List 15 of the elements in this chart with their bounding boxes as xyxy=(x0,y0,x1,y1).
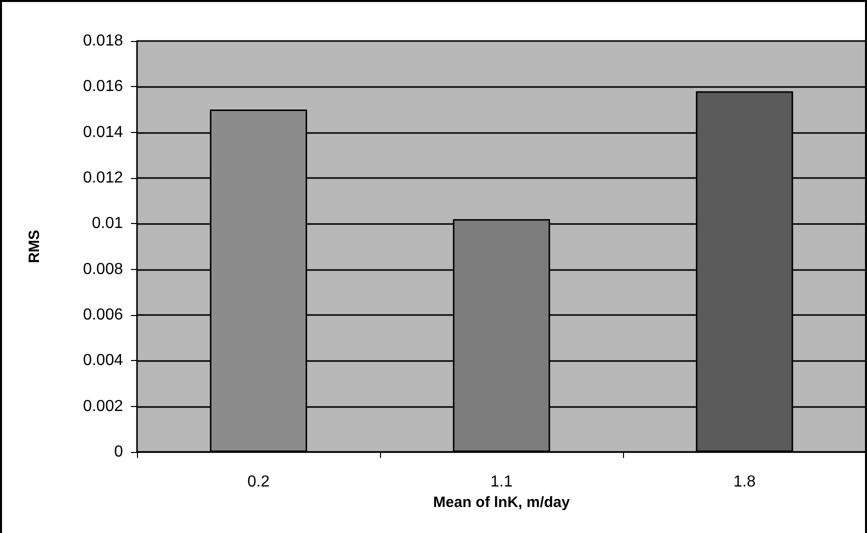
y-tick-label: 0.012 xyxy=(82,170,124,186)
x-tick-label: 1.8 xyxy=(733,474,756,490)
x-tick-label: 1.1 xyxy=(490,474,513,490)
x-tick-label: 0.2 xyxy=(247,474,270,490)
y-axis-title: RMS xyxy=(26,230,43,264)
y-tick-label: 0.006 xyxy=(82,306,124,324)
x-axis-title: Mean of lnK, m/day xyxy=(433,494,570,511)
y-tick-label: 0.002 xyxy=(82,398,124,415)
y-tick-label: 0.018 xyxy=(82,32,124,50)
y-tick-label: 0.016 xyxy=(82,78,124,96)
y-tick-label: 0.004 xyxy=(82,352,124,370)
y-tick-label: 0.014 xyxy=(82,124,124,141)
y-tick-label: 0 xyxy=(114,444,124,460)
y-tick-label: 0.01 xyxy=(92,215,124,232)
y-tick-label: 0.008 xyxy=(82,260,124,278)
